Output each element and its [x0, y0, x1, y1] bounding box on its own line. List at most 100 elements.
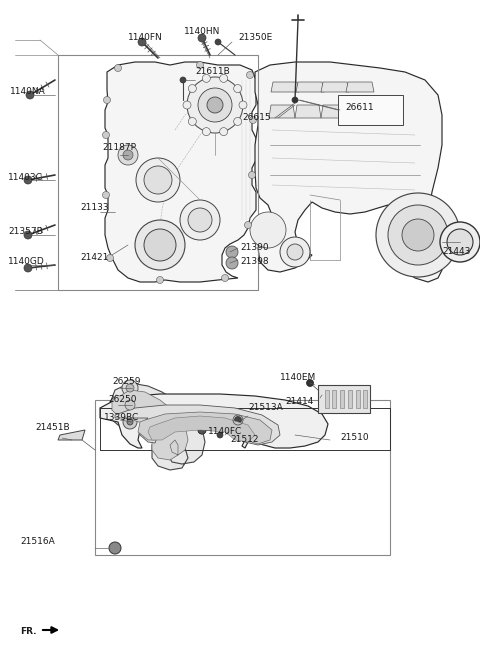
Circle shape [220, 128, 228, 136]
Text: 21512: 21512 [230, 436, 259, 445]
Polygon shape [321, 82, 349, 92]
Polygon shape [108, 383, 205, 470]
Polygon shape [255, 62, 442, 282]
Text: 21398: 21398 [240, 258, 269, 267]
Circle shape [24, 231, 32, 239]
Text: 1140FC: 1140FC [208, 428, 242, 436]
Circle shape [188, 85, 196, 93]
Circle shape [235, 417, 241, 424]
Circle shape [107, 254, 113, 261]
Polygon shape [295, 105, 321, 118]
Circle shape [226, 257, 238, 269]
Circle shape [234, 117, 241, 125]
Text: 1140EM: 1140EM [280, 374, 316, 383]
Polygon shape [112, 400, 148, 410]
Bar [318, 385, 370, 413]
Circle shape [226, 246, 238, 258]
Polygon shape [321, 105, 347, 118]
Polygon shape [115, 405, 280, 445]
Circle shape [239, 101, 247, 109]
Circle shape [138, 38, 146, 46]
Circle shape [136, 158, 180, 202]
Circle shape [250, 117, 256, 123]
Circle shape [221, 274, 228, 282]
Circle shape [247, 72, 253, 78]
Polygon shape [105, 62, 256, 282]
Bar [58, 55, 258, 290]
Text: 26611: 26611 [345, 104, 373, 113]
Circle shape [123, 150, 133, 160]
Polygon shape [269, 105, 295, 118]
Polygon shape [100, 394, 328, 448]
Circle shape [447, 229, 473, 255]
Circle shape [122, 380, 138, 396]
Bar [332, 390, 336, 408]
Text: 1140NA: 1140NA [10, 87, 46, 96]
Circle shape [292, 97, 298, 103]
Circle shape [376, 193, 460, 277]
Bar [338, 95, 403, 125]
Circle shape [115, 65, 121, 72]
Text: 26615: 26615 [242, 113, 271, 123]
Text: 11403C: 11403C [8, 173, 43, 183]
Polygon shape [346, 82, 374, 92]
Circle shape [198, 34, 206, 42]
Circle shape [249, 171, 255, 179]
Circle shape [109, 542, 121, 554]
Circle shape [196, 61, 204, 68]
Circle shape [187, 77, 243, 133]
Bar [95, 400, 390, 555]
Circle shape [180, 200, 220, 240]
Polygon shape [58, 430, 85, 440]
Bar [340, 390, 344, 408]
Bar [348, 390, 352, 408]
Text: 21133: 21133 [80, 203, 108, 213]
Text: 26250: 26250 [108, 396, 136, 404]
Circle shape [135, 220, 185, 270]
Circle shape [307, 379, 313, 387]
Circle shape [24, 176, 32, 184]
Circle shape [220, 74, 228, 82]
Circle shape [244, 222, 252, 228]
Circle shape [144, 229, 176, 261]
Text: 21443: 21443 [442, 248, 470, 256]
Circle shape [103, 132, 109, 138]
Polygon shape [148, 416, 255, 442]
Circle shape [234, 85, 241, 93]
Text: 26259: 26259 [112, 378, 141, 387]
Circle shape [198, 88, 232, 122]
Text: 1140HN: 1140HN [184, 27, 220, 37]
Text: 21421: 21421 [80, 254, 108, 263]
Circle shape [388, 205, 448, 265]
Text: 21513A: 21513A [248, 404, 283, 413]
Text: 1140FN: 1140FN [128, 33, 163, 42]
Text: 21357B: 21357B [8, 228, 43, 237]
Circle shape [287, 244, 303, 260]
Circle shape [280, 237, 310, 267]
Circle shape [103, 192, 109, 198]
Circle shape [217, 432, 223, 438]
Circle shape [126, 384, 134, 392]
Circle shape [198, 426, 206, 434]
Text: 21516A: 21516A [20, 537, 55, 546]
Circle shape [215, 39, 221, 45]
Circle shape [125, 400, 135, 410]
Text: 21414: 21414 [285, 398, 313, 406]
Circle shape [207, 97, 223, 113]
Circle shape [183, 101, 191, 109]
Text: 21350E: 21350E [238, 33, 272, 42]
Circle shape [188, 117, 196, 125]
Text: 21187P: 21187P [102, 143, 136, 153]
Polygon shape [112, 390, 188, 460]
Text: 21510: 21510 [340, 434, 369, 443]
Circle shape [203, 74, 210, 82]
Text: 21611B: 21611B [195, 68, 230, 76]
Circle shape [118, 145, 138, 165]
Circle shape [440, 222, 480, 262]
Circle shape [250, 212, 286, 248]
Circle shape [104, 96, 110, 104]
Circle shape [26, 91, 34, 99]
Bar [325, 390, 329, 408]
Polygon shape [296, 82, 324, 92]
Text: 21451B: 21451B [35, 424, 70, 432]
